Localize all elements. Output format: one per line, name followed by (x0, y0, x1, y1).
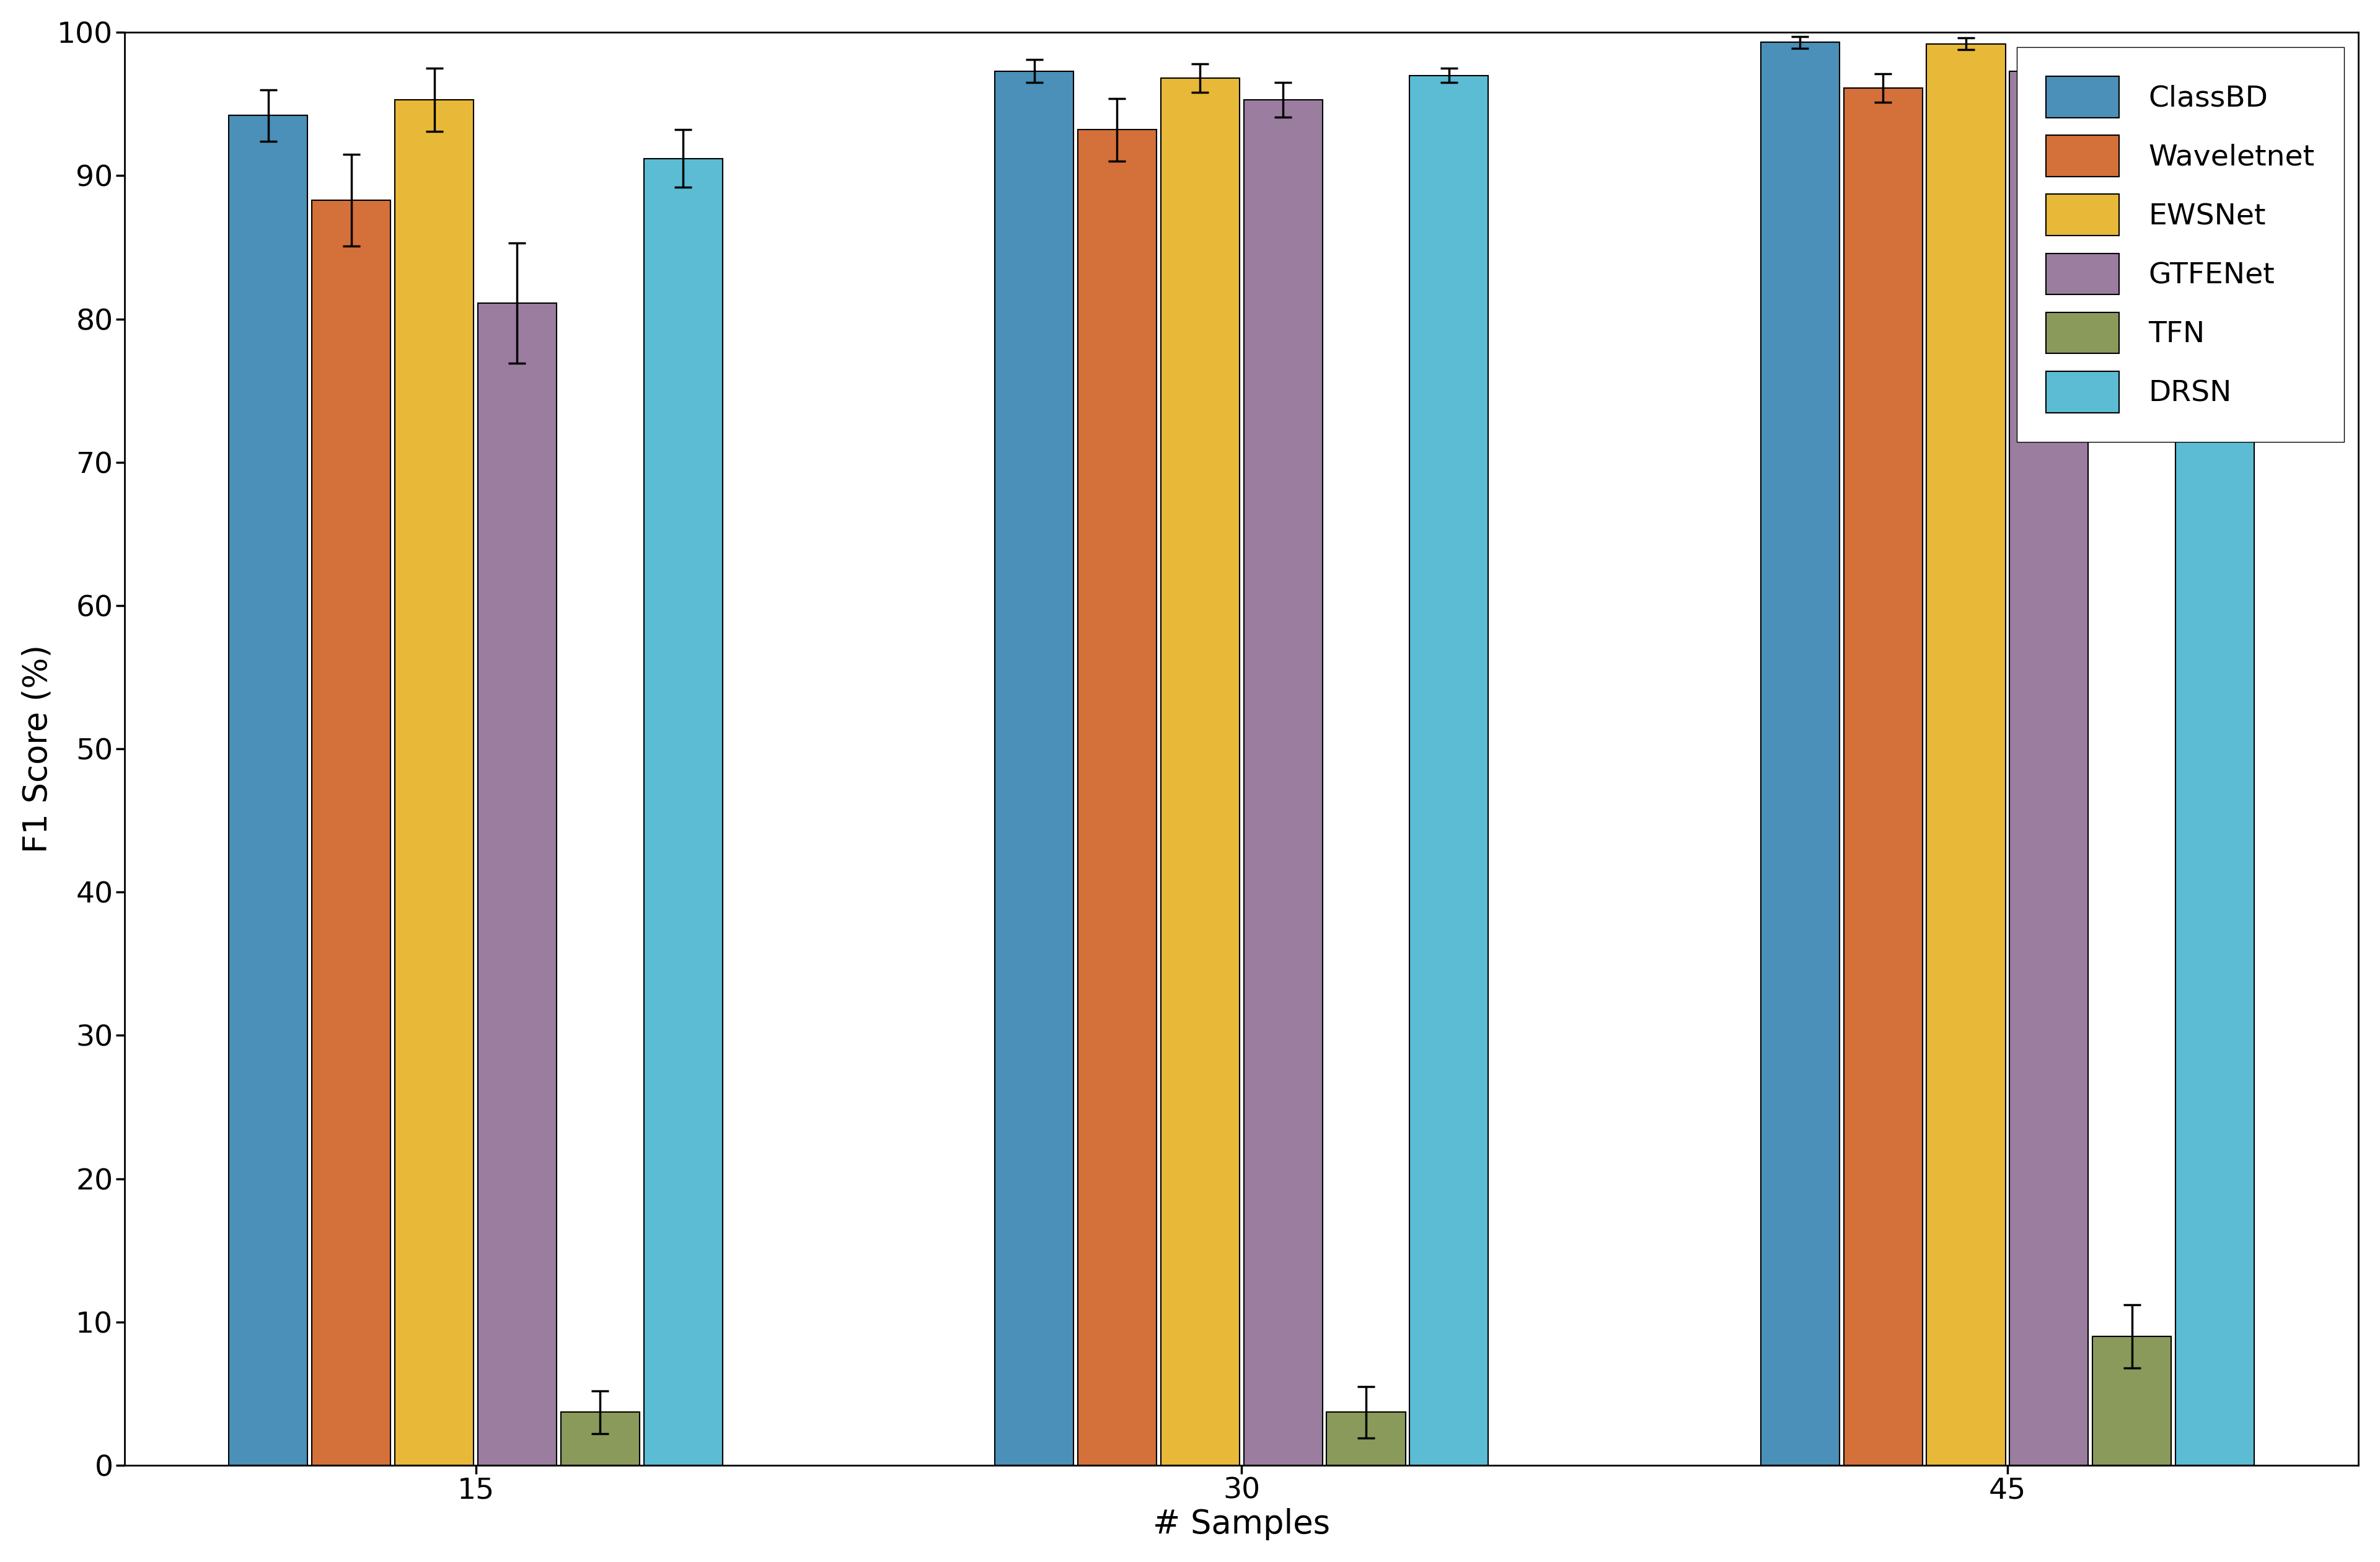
Bar (395, 100, 474, 1465)
Bar (1844, 89, 1923, 1465)
Bar (1161, 78, 1240, 1465)
X-axis label: # Samples: # Samples (1152, 1509, 1330, 1540)
Bar (2009, 70, 2087, 1465)
Bar (2175, 72, 2254, 1465)
Bar (2092, 1337, 2171, 1465)
Bar (1326, 1412, 1407, 1465)
Bar (1245, 100, 1323, 1465)
Bar (643, 158, 724, 1465)
Bar (995, 70, 1073, 1465)
Legend: ClassBD, Waveletnet, EWSNet, GTFENet, TFN, DRSN: ClassBD, Waveletnet, EWSNet, GTFENet, TF… (2016, 47, 2344, 442)
Bar (1078, 130, 1157, 1465)
Y-axis label: F1 Score (%): F1 Score (%) (21, 645, 55, 853)
Bar (1409, 75, 1488, 1465)
Bar (1925, 44, 2006, 1465)
Bar (478, 303, 557, 1465)
Bar (312, 200, 390, 1465)
Bar (228, 116, 307, 1465)
Bar (1761, 42, 1840, 1465)
Bar (562, 1412, 640, 1465)
